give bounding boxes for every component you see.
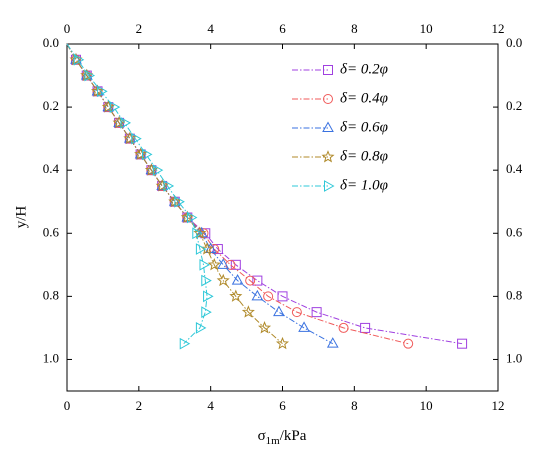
marker: [145, 163, 158, 175]
legend-marker: [322, 121, 334, 132]
y-axis-label: y/H: [13, 206, 29, 229]
marker: [102, 100, 115, 112]
x-tick-label-bottom: 0: [64, 398, 71, 413]
legend-label: δ= 0.4φ: [340, 90, 388, 106]
marker: [120, 117, 131, 129]
marker: [258, 321, 272, 334]
marker: [207, 257, 221, 271]
marker: [360, 322, 371, 333]
marker: [216, 273, 230, 287]
marker: [338, 322, 349, 333]
marker: [195, 322, 207, 334]
x-tick-label-bottom: 2: [136, 398, 143, 413]
marker: [174, 195, 185, 208]
x-tick-label-bottom: 10: [420, 398, 433, 413]
legend-marker: [324, 180, 335, 192]
marker: [231, 274, 244, 285]
marker: [84, 69, 96, 82]
marker: [134, 147, 147, 159]
y-tick-label-left: 0.8: [43, 287, 59, 302]
marker: [204, 242, 217, 254]
marker: [109, 101, 121, 113]
legend-marker: [321, 150, 335, 163]
y-tick-label-left: 0.0: [43, 35, 59, 50]
marker: [142, 148, 153, 161]
y-tick-label-right: 1.0: [506, 350, 522, 365]
marker: [201, 306, 212, 318]
marker: [123, 131, 137, 145]
marker: [251, 289, 264, 301]
y-tick-label-right: 0.8: [506, 287, 522, 302]
marker: [195, 243, 207, 255]
marker: [73, 53, 85, 66]
marker: [273, 305, 285, 317]
x-axis-label: σ1m/kPa: [258, 428, 307, 446]
marker: [241, 305, 255, 318]
marker: [263, 291, 274, 302]
x-tick-label-top: 0: [64, 21, 71, 36]
marker: [298, 321, 310, 332]
x-tick-label-top: 8: [351, 21, 358, 36]
marker: [229, 289, 243, 302]
legend-label: δ= 0.2φ: [340, 61, 388, 77]
series-line: [66, 43, 283, 345]
marker: [291, 307, 302, 318]
y-tick-label-left: 0.4: [43, 161, 60, 176]
marker: [134, 147, 148, 160]
series-line: [66, 43, 208, 345]
marker: [457, 338, 468, 349]
x-tick-label-bottom: 4: [207, 398, 214, 413]
marker: [199, 258, 211, 271]
y-tick-label-right: 0.6: [506, 224, 523, 239]
x-tick-label-bottom: 8: [351, 398, 358, 413]
legend-label: δ= 0.8φ: [340, 148, 388, 164]
y-tick-label-left: 0.6: [43, 224, 60, 239]
marker: [113, 116, 125, 127]
marker: [192, 227, 203, 240]
x-tick-label-top: 10: [420, 21, 433, 36]
x-tick-label-top: 6: [279, 21, 286, 36]
x-tick-label-top: 2: [136, 21, 143, 36]
marker: [245, 275, 256, 286]
x-label-subscript: 1m: [266, 435, 281, 447]
marker: [186, 211, 198, 224]
legend-marker: [323, 94, 333, 104]
marker: [217, 258, 230, 269]
marker: [252, 275, 263, 286]
y-tick-label-right: 0.2: [506, 98, 522, 113]
legend-marker: [323, 65, 333, 75]
marker: [203, 290, 214, 303]
x-label-unit: /kPa: [280, 428, 307, 444]
marker: [156, 179, 169, 190]
marker: [230, 259, 241, 270]
y-tick-label-right: 0.0: [506, 35, 522, 50]
marker: [311, 307, 322, 318]
legend-label: δ= 1.0φ: [340, 177, 388, 193]
marker: [179, 337, 191, 350]
marker: [97, 85, 108, 98]
marker: [403, 338, 414, 349]
marker: [131, 132, 142, 145]
legend-label: δ= 0.6φ: [340, 119, 388, 135]
y-tick-label-left: 1.0: [43, 350, 59, 365]
marker: [193, 226, 207, 239]
y-tick-label-right: 0.4: [506, 161, 523, 176]
x-label-symbol: σ: [258, 428, 266, 444]
marker: [201, 274, 212, 287]
y-tick-label-left: 0.2: [43, 98, 59, 113]
x-tick-label-top: 4: [207, 21, 214, 36]
marker: [326, 337, 339, 348]
x-tick-label-bottom: 12: [492, 398, 505, 413]
marker: [155, 179, 169, 192]
x-tick-label-top: 12: [492, 21, 505, 36]
marker: [124, 132, 136, 143]
marker: [277, 291, 288, 302]
marker: [152, 164, 164, 177]
marker: [275, 336, 290, 350]
marker: [101, 100, 115, 113]
marker: [163, 180, 175, 192]
x-tick-label-bottom: 6: [279, 398, 286, 413]
